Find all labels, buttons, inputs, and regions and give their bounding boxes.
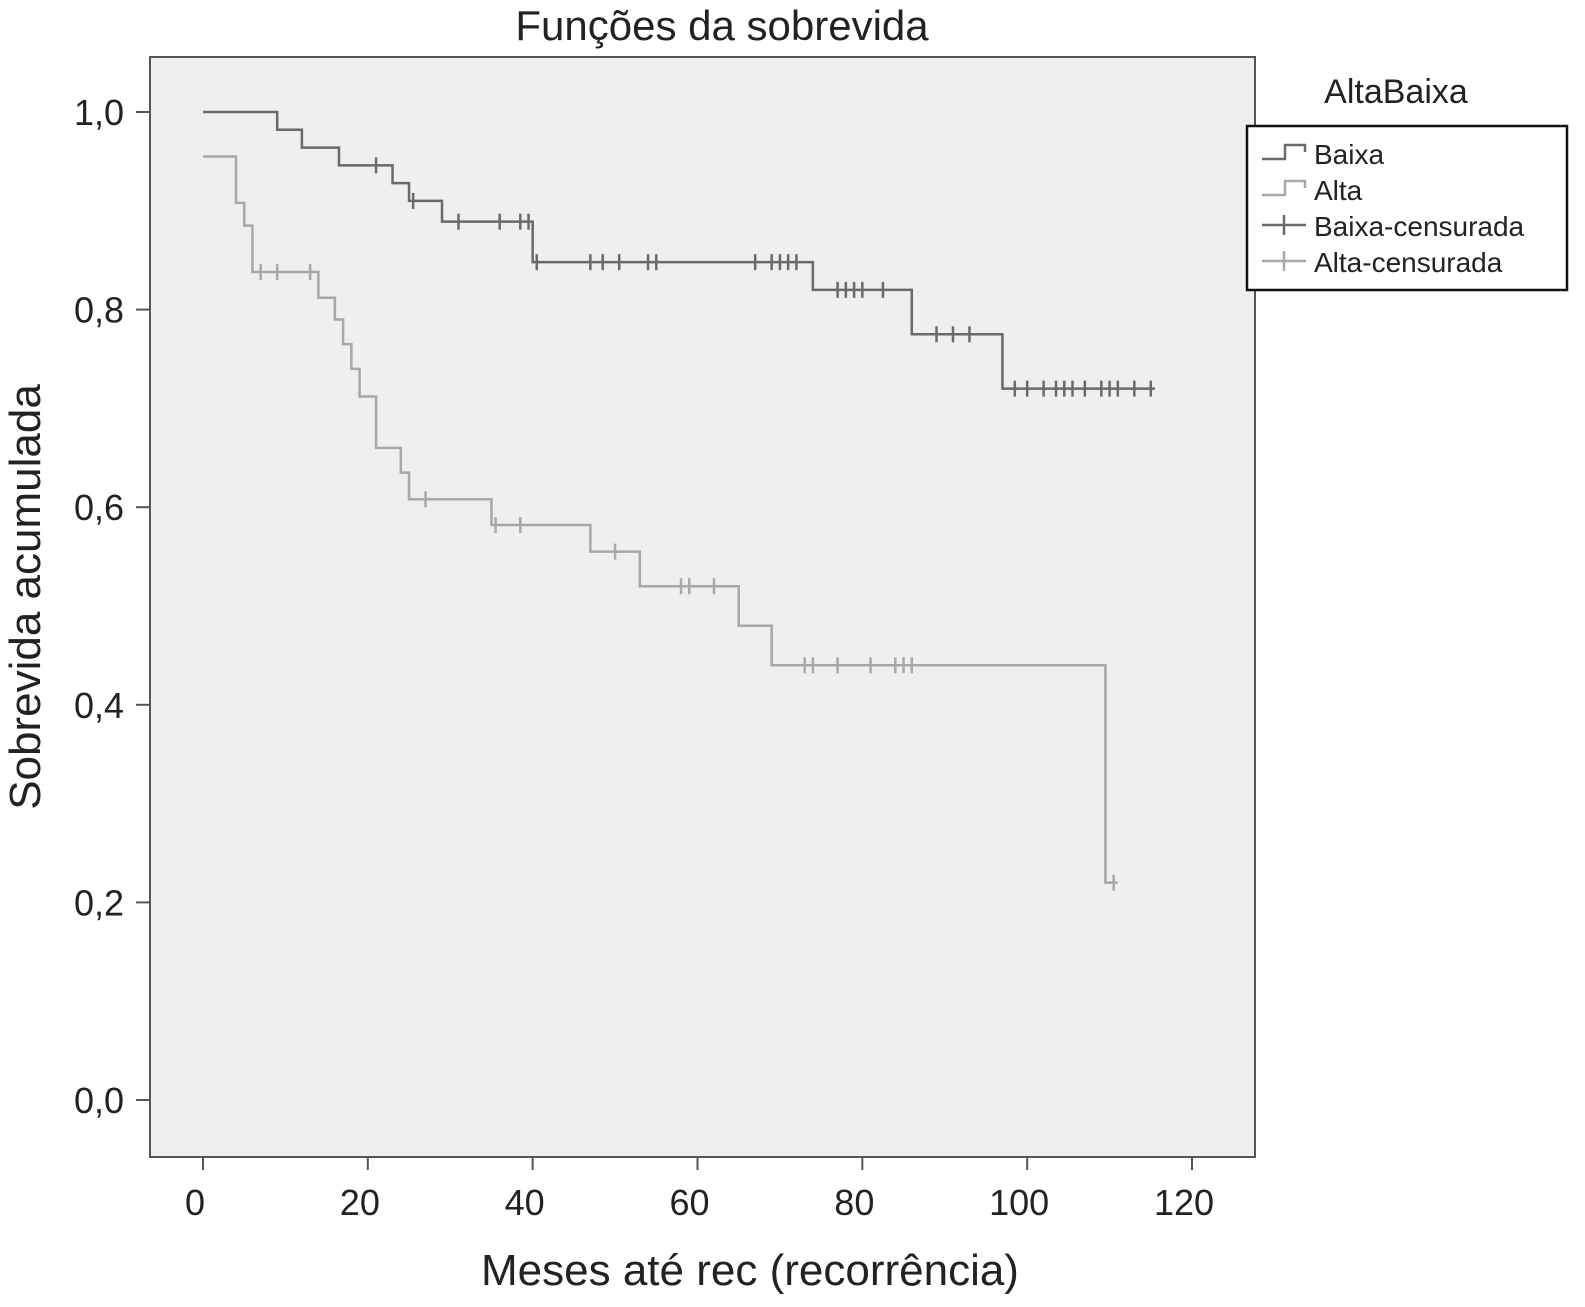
legend-box [1245,124,1569,292]
chart-title: Funções da sobrevida [515,2,929,49]
x-axis-title: Meses até rec (recorrência) [481,1246,1019,1295]
x-tick-label: 80 [834,1182,874,1223]
y-tick-label: 1,0 [74,92,124,133]
y-axis: 0,0 0,2 0,4 0,6 0,8 1,0 [74,92,150,1121]
x-tick-label: 20 [340,1182,380,1223]
y-axis-title: Sobrevida acumulada [1,384,50,810]
x-tick-label: 120 [1154,1182,1214,1223]
legend-title: AltaBaixa [1324,73,1468,111]
series-line-alta [203,155,1118,884]
legend-label-alta: Alta [1314,175,1363,206]
y-tick-label: 0,4 [74,685,124,726]
x-tick-label: 100 [989,1182,1049,1223]
series-line-baixa [203,110,1155,390]
x-axis: 0 20 40 60 80 100 120 [185,1156,1255,1223]
x-tick-label: 40 [505,1182,545,1223]
legend-label-baixa-censurada: Baixa-censurada [1314,211,1525,242]
legend: AltaBaixa Baixa Alta Baixa-censurada Alta-c… [1245,73,1569,292]
legend-entries: Baixa Alta Baixa-censurada Alta-censurada [1262,139,1525,278]
series-layer [203,110,1155,891]
plot-area [149,56,1256,1158]
legend-swatch-baixa [1262,143,1307,161]
legend-label-alta-censurada: Alta-censurada [1314,247,1503,278]
y-tick-label: 0,0 [74,1080,124,1121]
y-tick-label: 0,6 [74,487,124,528]
legend-swatch-alta [1262,179,1307,197]
x-tick-label: 60 [669,1182,709,1223]
y-tick-label: 0,8 [74,290,124,331]
x-tick-label: 0 [185,1182,205,1223]
legend-label-baixa: Baixa [1314,139,1384,170]
y-tick-label: 0,2 [74,882,124,923]
